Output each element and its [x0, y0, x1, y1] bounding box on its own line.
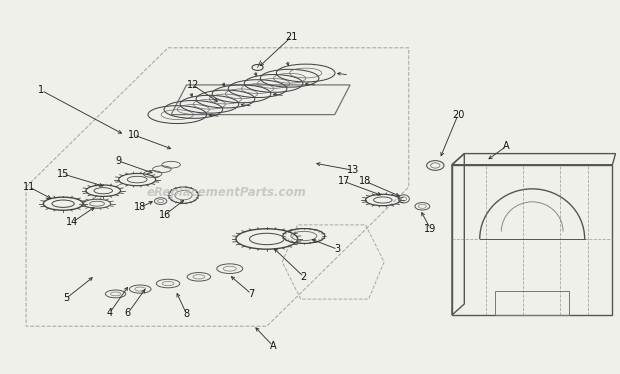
- Text: 12: 12: [187, 80, 199, 90]
- Text: 10: 10: [128, 130, 140, 140]
- Text: 17: 17: [338, 177, 350, 186]
- Text: 5: 5: [63, 293, 69, 303]
- Text: eReplacementParts.com: eReplacementParts.com: [147, 186, 307, 199]
- Text: 6: 6: [125, 308, 131, 318]
- Text: 7: 7: [248, 289, 254, 299]
- Text: 3: 3: [335, 244, 341, 254]
- Text: 20: 20: [452, 110, 464, 120]
- Text: 21: 21: [285, 32, 298, 42]
- Text: 1: 1: [38, 86, 45, 95]
- Text: 11: 11: [23, 182, 35, 192]
- Text: A: A: [270, 341, 277, 351]
- Text: A: A: [503, 141, 510, 151]
- Text: 19: 19: [424, 224, 436, 234]
- Text: 16: 16: [159, 210, 171, 220]
- Text: 15: 15: [57, 169, 69, 179]
- Text: 8: 8: [184, 309, 190, 319]
- Text: 2: 2: [301, 272, 307, 282]
- Text: 18: 18: [360, 177, 371, 186]
- Text: 13: 13: [347, 165, 360, 175]
- Text: 18: 18: [134, 202, 146, 212]
- Text: 14: 14: [66, 217, 79, 227]
- Text: 4: 4: [107, 308, 112, 318]
- Text: 9: 9: [115, 156, 122, 166]
